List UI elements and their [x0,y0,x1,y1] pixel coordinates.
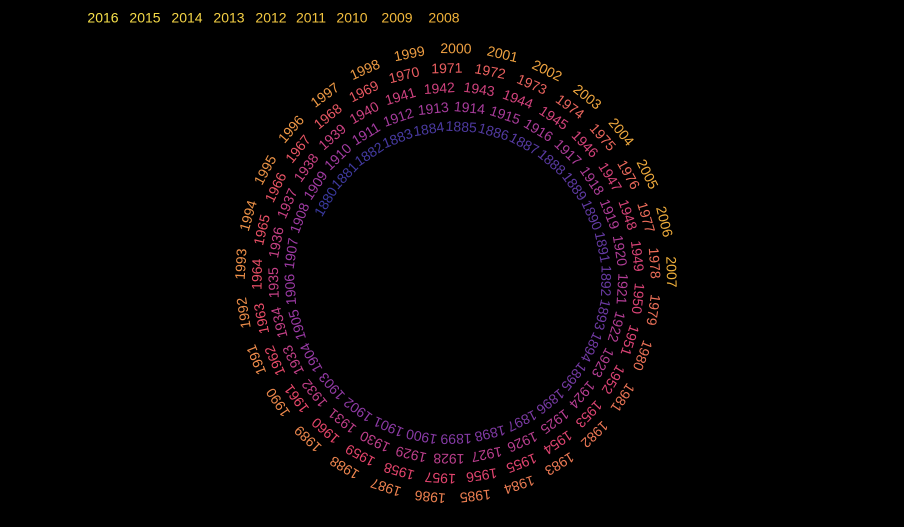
top-year-2016: 2016 [87,10,118,26]
year-label-1913: 1913 [417,99,450,118]
year-label-1965: 1965 [250,213,273,247]
year-label-1956: 1956 [465,465,498,486]
top-year-2009: 2009 [381,10,412,26]
year-label-1934: 1934 [267,305,290,339]
year-label-1941: 1941 [383,84,418,108]
year-label-1929: 1929 [394,443,428,466]
year-label-1955: 1955 [504,450,539,476]
year-label-1906: 1906 [281,273,299,305]
year-label-1935: 1935 [265,267,282,299]
year-label-1978: 1978 [646,247,664,279]
year-label-2001: 2001 [486,43,520,66]
year-label-1971: 1971 [431,60,463,77]
year-label-1927: 1927 [470,444,504,466]
year-label-1964: 1964 [249,258,266,290]
year-label-1957: 1957 [424,469,456,487]
year-label-1936: 1936 [265,225,287,259]
top-year-2013: 2013 [213,10,244,26]
year-label-1943: 1943 [463,79,496,99]
year-label-1986: 1986 [414,487,447,506]
top-year-2008: 2008 [428,10,459,26]
year-label-1900: 1900 [405,426,439,448]
year-label-1893: 1893 [591,298,614,332]
year-label-1914: 1914 [453,98,486,117]
year-label-1984: 1984 [502,472,537,497]
year-label-1898: 1898 [473,422,507,445]
year-label-1884: 1884 [412,118,445,139]
year-label-1950: 1950 [629,282,648,315]
year-label-1891: 1891 [592,230,614,264]
year-label-1921: 1921 [614,273,632,305]
year-label-1899: 1899 [440,431,472,448]
year-label-2006: 2006 [653,205,676,239]
year-label-1993: 1993 [232,248,250,280]
year-label-1928: 1928 [433,451,465,468]
year-label-1949: 1949 [628,240,647,273]
top-year-2015: 2015 [129,10,160,26]
year-label-1992: 1992 [233,296,254,329]
year-label-1972: 1972 [473,60,507,82]
year-label-1998: 1998 [347,56,382,83]
year-label-1963: 1963 [250,302,272,336]
top-year-2014: 2014 [171,10,202,26]
top-year-2010: 2010 [336,10,367,26]
year-label-1979: 1979 [643,293,663,326]
year-label-1999: 1999 [392,42,426,64]
year-label-1920: 1920 [610,234,631,267]
year-label-1942: 1942 [423,79,455,97]
year-label-1885: 1885 [445,118,477,136]
year-label-2007: 2007 [663,256,680,288]
year-label-1892: 1892 [598,265,615,297]
year-label-1912: 1912 [381,104,416,129]
top-year-2011: 2011 [296,10,326,26]
year-label-1969: 1969 [346,77,381,105]
year-label-1985: 1985 [459,486,492,505]
year-label-1907: 1907 [281,237,301,270]
year-label-2000: 2000 [440,40,472,57]
top-year-2012: 2012 [255,10,286,26]
year-label-1970: 1970 [387,63,421,86]
